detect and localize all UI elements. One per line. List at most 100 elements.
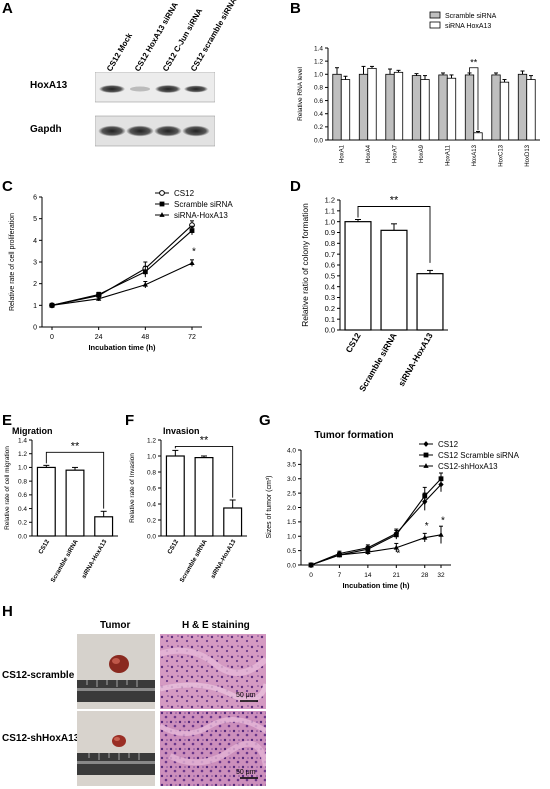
chart-d-ytick-label: 0.9 (325, 228, 335, 237)
chart-g-point (308, 562, 314, 567)
chart-b-bar (464, 74, 475, 141)
chart-c-proliferation: 0 1 2 3 4 5 6 0 24 48 72 CS12 Scramble siRNA siRNA-Ho… (9, 189, 233, 352)
panel-label-c: C (2, 178, 13, 195)
chart-b-legend-label: siRNA HoxA13 (445, 23, 491, 30)
chart-g-ytick-label: 1.0 (287, 534, 296, 541)
chart-b-bar (411, 75, 422, 141)
chart-e-ytick-label: 0.4 (18, 506, 27, 513)
chart-b-xtick-label: HoxC13 (498, 144, 504, 166)
chart-b-xtick-label: HoxA7 (392, 144, 398, 163)
chart-c-xtick-label: 0 (50, 334, 54, 341)
chart-c-point (96, 292, 102, 297)
tumor-photo-shhoxa13 (77, 711, 155, 786)
chart-b-rna-levels: 0.0 0.2 0.4 0.6 0.8 1.0 1.2 1.4 Relative RNA lev… (297, 11, 540, 167)
chart-g-legend-label: CS12 Scramble siRNA (438, 451, 520, 460)
chart-c-legend-marker (159, 201, 165, 207)
chart-c-ytick-label: 2 (33, 281, 37, 288)
chart-g-series-line (310, 484, 442, 566)
chart-d-bar (416, 273, 444, 331)
chart-g-point (393, 544, 399, 550)
chart-e-ytick-label: 1.2 (18, 451, 27, 458)
chart-d-ytick-label: 0.1 (325, 315, 335, 324)
chart-g-sig-label: * (425, 521, 429, 532)
chart-e-ytick-label: 0.2 (18, 520, 27, 527)
chart-f-sig-label: ** (200, 434, 209, 446)
scale-bar-label-2: 50 μm (236, 769, 256, 776)
chart-e-bar (65, 469, 85, 537)
chart-b-xtick-label: HoxA9 (419, 144, 425, 163)
chart-d-ytick-label: 0.3 (325, 293, 335, 302)
row-label-scramble: CS12-scramble (2, 670, 75, 681)
chart-g-sig-label: * (396, 548, 400, 559)
chart-g-sig-label: * (441, 515, 445, 526)
chart-c-legend-label: CS12 (174, 189, 195, 198)
chart-f-ytick-label: 0.4 (147, 501, 156, 508)
chart-g-ytick-label: 3.0 (287, 476, 296, 483)
panel-label-e: E (2, 412, 13, 429)
col-header-tumor: Tumor (100, 620, 131, 631)
chart-e-ytick-label: 0.8 (18, 478, 27, 485)
chart-b-legend-swatch (429, 11, 441, 19)
chart-d-xtick-label: Scramble siRNA (357, 331, 399, 393)
chart-c-xlabel: Incubation time (h) (88, 343, 156, 352)
panel-label-d: D (290, 178, 301, 195)
chart-g-ylabel: Sizes of tumor (cm³) (266, 475, 273, 538)
band-gapdh-lane2 (126, 125, 154, 137)
scale-bar-label-1: 50 μm (236, 692, 256, 699)
chart-g-xtick-label: 28 (421, 572, 429, 579)
chart-g-ytick-label: 4.0 (287, 447, 296, 454)
chart-b-ytick-label: 0.2 (314, 124, 323, 131)
tumor-photo-scramble (77, 634, 155, 709)
chart-g-title: Tumor formation (314, 430, 393, 441)
chart-c-point (49, 302, 55, 308)
chart-c-point (189, 228, 195, 233)
chart-g-legend-marker (423, 452, 429, 458)
chart-b-ytick-label: 0.6 (314, 98, 323, 105)
chart-g-ytick-label: 0.5 (287, 548, 296, 555)
chart-d-ytick-label: 1.1 (325, 206, 335, 215)
chart-b-bar (367, 67, 377, 141)
chart-b-bar (517, 73, 528, 141)
chart-c-series-line (51, 230, 193, 306)
chart-f-bar (194, 456, 214, 537)
chart-b-bar (438, 74, 448, 141)
chart-c-xtick-label: 72 (188, 334, 196, 341)
chart-b-legend-swatch (429, 21, 441, 29)
chart-b-xtick-label: HoxA11 (445, 144, 451, 166)
chart-g-xtick-label: 7 (338, 572, 342, 579)
band-hoxa13-lane2 (130, 86, 150, 92)
chart-e-xtick-label: Scramble siRNA (50, 538, 80, 584)
chart-c-point (142, 269, 148, 275)
chart-c-ytick-label: 5 (33, 216, 37, 223)
he-stain-shhoxa13: 50 μm (160, 711, 266, 786)
chart-g-legend-label: CS12 (438, 440, 459, 449)
chart-d-xtick-label: CS12 (343, 331, 362, 355)
chart-g-xlabel: Incubation time (h) (342, 581, 410, 590)
chart-c-series-line (51, 224, 193, 306)
chart-g-series-line (310, 478, 442, 566)
chart-b-ytick-label: 0.4 (314, 111, 323, 118)
chart-c-ytick-label: 4 (33, 238, 37, 245)
chart-c-ylabel: Relative rate of cell proliferation (9, 213, 16, 311)
band-gapdh-lane4 (182, 125, 210, 137)
chart-b-ytick-label: 1.0 (314, 72, 323, 79)
chart-b-xtick-label: HoxA1 (339, 144, 345, 163)
chart-g-xtick-label: 14 (364, 572, 372, 579)
chart-g-point (393, 532, 399, 538)
col-header-he: H & E staining (182, 620, 250, 631)
chart-e-bar (94, 516, 114, 537)
chart-b-bar (385, 73, 395, 141)
chart-f-ytick-label: 0.8 (147, 469, 156, 476)
chart-b-bar (499, 81, 510, 141)
chart-g-point (422, 493, 428, 499)
chart-e-ytick-label: 1.0 (18, 465, 27, 472)
chart-e-ytick-label: 0.0 (18, 533, 27, 540)
chart-g-point (438, 476, 444, 482)
chart-e-sig-bracket (45, 451, 105, 509)
chart-d-xtick-label: siRNA-HoxA13 (396, 331, 435, 388)
chart-c-series-line (51, 262, 193, 306)
band-gapdh-lane1 (98, 125, 126, 137)
chart-e-title: Migration (12, 426, 53, 436)
